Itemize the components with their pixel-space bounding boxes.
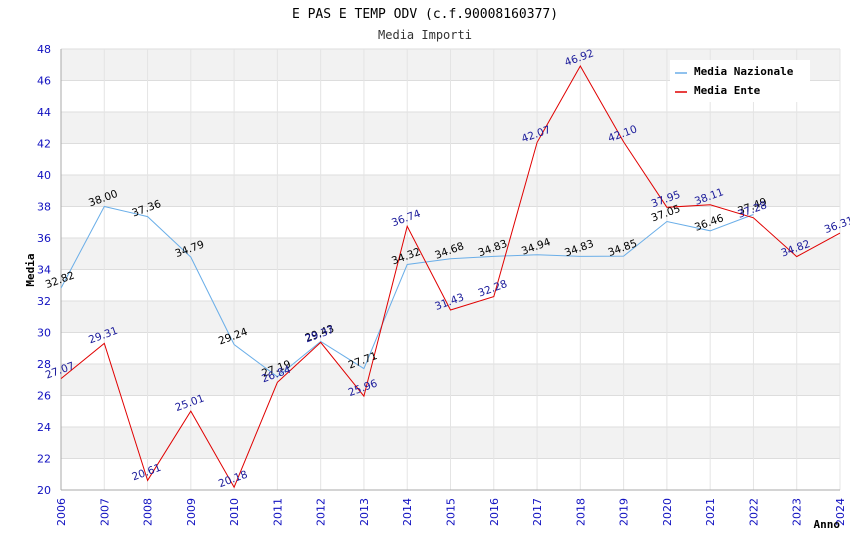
x-tick-label: 2012 [315, 498, 328, 526]
x-tick-label: 2010 [228, 498, 241, 526]
y-tick-labels: 20 22 24 26 28 30 32 34 36 38 40 42 44 46 48 [37, 43, 51, 497]
data-label-ente: 36.31 [823, 215, 850, 237]
y-tick-label: 36 [37, 232, 51, 245]
x-tick-label: 2024 [834, 498, 847, 526]
data-label-ente: 20.18 [217, 469, 249, 491]
x-tick-label: 2022 [747, 498, 760, 526]
data-label-ente: 36.74 [390, 208, 423, 230]
x-tick-label: 2021 [704, 498, 717, 526]
series-line-ente [60, 64, 841, 489]
x-axis-title: Anno [814, 518, 841, 531]
y-tick-label: 44 [37, 106, 51, 119]
x-tick-label: 2008 [142, 498, 155, 526]
x-tick-label: 2007 [98, 498, 111, 526]
y-tick-label: 30 [37, 327, 51, 340]
x-tick-label: 2006 [55, 498, 68, 526]
legend: Media Nazionale Media Ente [670, 60, 810, 102]
y-tick-label: 26 [37, 390, 51, 403]
y-tick-label: 24 [37, 421, 51, 434]
x-tick-label: 2015 [445, 498, 458, 526]
x-tick-label: 2018 [574, 498, 587, 526]
axes [60, 49, 840, 491]
y-tick-label: 48 [37, 43, 51, 56]
x-tick-label: 2016 [488, 498, 501, 526]
y-tick-label: 28 [37, 358, 51, 371]
x-tick-label: 2023 [791, 498, 804, 526]
x-tick-label: 2013 [358, 498, 371, 526]
legend-label-ente: Media Ente [694, 84, 761, 97]
x-tick-label: 2009 [185, 498, 198, 526]
y-axis-title: Media [24, 253, 37, 286]
x-tick-label: 2020 [661, 498, 674, 526]
y-tick-label: 40 [37, 169, 51, 182]
data-label-ente: 32.28 [477, 278, 509, 300]
y-tick-label: 34 [37, 264, 51, 277]
data-label-ente: 20.61 [130, 462, 162, 484]
chart-subtitle: Media Importi [378, 28, 472, 42]
legend-box [670, 60, 810, 102]
series-line-nazionale [60, 205, 754, 378]
x-tick-labels: 2006 2007 2008 2009 2010 2011 2012 2013 2014 2015… [55, 498, 847, 526]
y-tick-label: 32 [37, 295, 51, 308]
legend-label-nazionale: Media Nazionale [694, 65, 794, 78]
y-tick-label: 38 [37, 201, 51, 214]
y-tick-label: 42 [37, 138, 51, 151]
x-tick-label: 2014 [401, 498, 414, 526]
y-tick-label: 22 [37, 453, 51, 466]
chart-title: E PAS E TEMP ODV (c.f.90008160377) [292, 7, 558, 22]
x-tick-label: 2011 [271, 498, 284, 526]
y-tick-label: 46 [37, 75, 51, 88]
x-tick-label: 2019 [618, 498, 631, 526]
x-tick-label: 2017 [531, 498, 544, 526]
y-tick-label: 20 [37, 484, 51, 497]
series-lines [60, 64, 841, 489]
